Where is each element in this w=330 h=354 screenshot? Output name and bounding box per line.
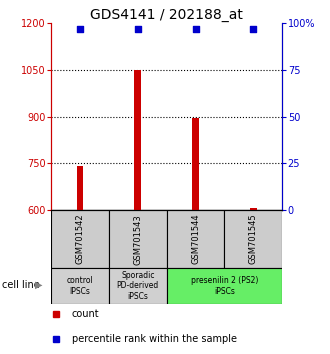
- Bar: [109, 210, 167, 268]
- Bar: [250, 208, 257, 210]
- Bar: [134, 70, 141, 210]
- Text: Sporadic
PD-derived
iPSCs: Sporadic PD-derived iPSCs: [116, 271, 159, 301]
- Text: control
IPSCs: control IPSCs: [67, 276, 93, 296]
- Bar: [192, 118, 199, 210]
- Text: GSM701543: GSM701543: [133, 214, 142, 264]
- Text: GSM701542: GSM701542: [76, 214, 84, 264]
- Bar: [167, 210, 224, 268]
- Text: count: count: [72, 309, 100, 319]
- Point: [77, 26, 82, 32]
- Text: cell line: cell line: [2, 280, 39, 290]
- Point: [193, 26, 198, 32]
- Point: [135, 26, 140, 32]
- Point: [251, 26, 256, 32]
- Bar: [51, 268, 109, 304]
- Bar: [51, 210, 109, 268]
- Text: presenilin 2 (PS2)
iPSCs: presenilin 2 (PS2) iPSCs: [191, 276, 258, 296]
- Text: GSM701545: GSM701545: [249, 214, 258, 264]
- Title: GDS4141 / 202188_at: GDS4141 / 202188_at: [90, 8, 243, 22]
- Text: GSM701544: GSM701544: [191, 214, 200, 264]
- Bar: [77, 166, 83, 210]
- Text: ▶: ▶: [35, 280, 42, 290]
- Text: percentile rank within the sample: percentile rank within the sample: [72, 334, 237, 344]
- Bar: [167, 268, 282, 304]
- Bar: [109, 268, 167, 304]
- Bar: [224, 210, 282, 268]
